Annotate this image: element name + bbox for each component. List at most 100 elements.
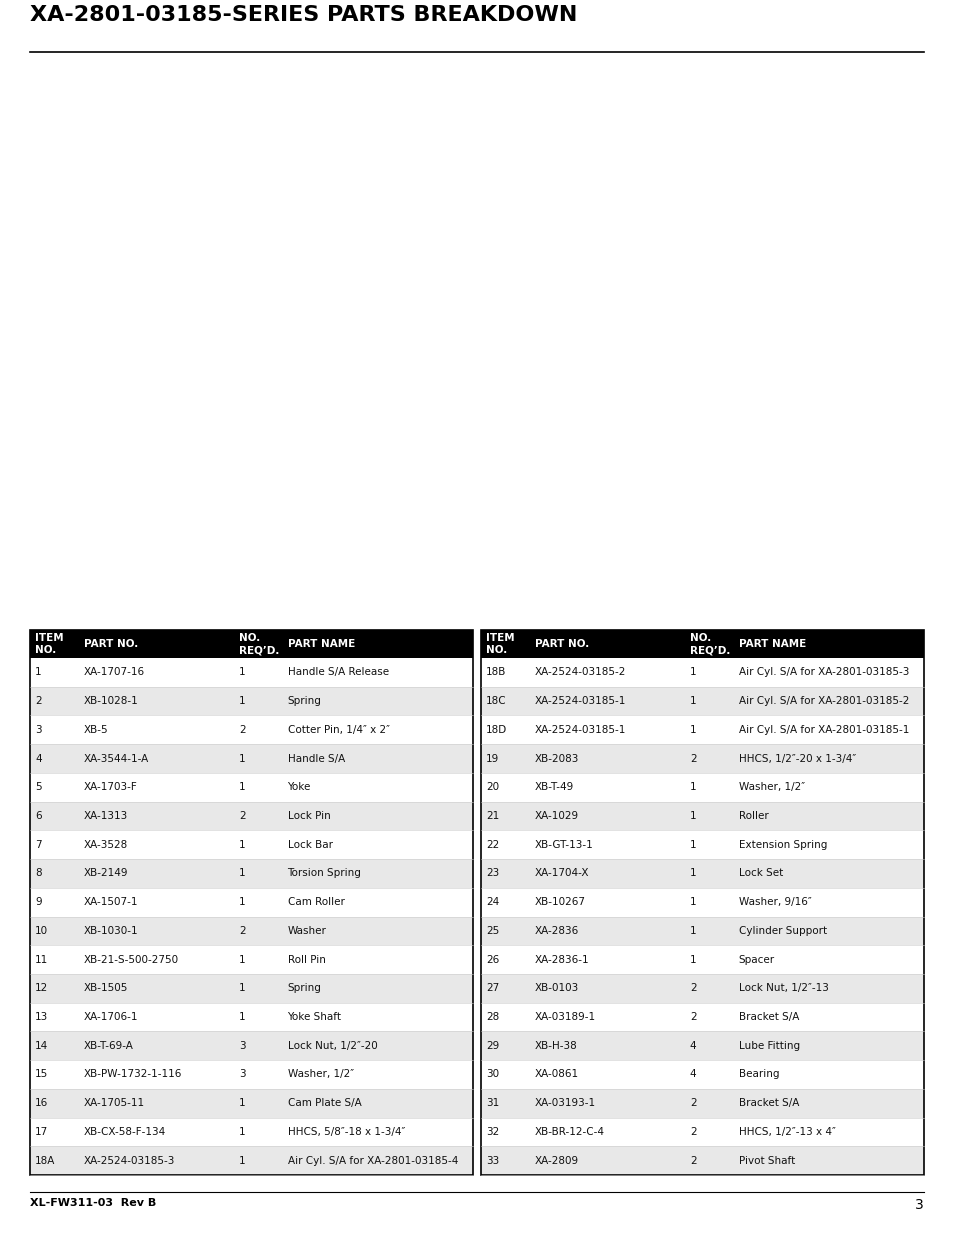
Text: 1: 1: [238, 1098, 245, 1108]
Text: 1: 1: [238, 782, 245, 792]
Bar: [30, 1003, 473, 1031]
Text: XA-1706-1: XA-1706-1: [84, 1011, 138, 1023]
Bar: [480, 1031, 923, 1060]
Text: 12: 12: [35, 983, 49, 993]
Text: NO.: NO.: [35, 645, 56, 655]
Text: XA-2801-03185-SERIES PARTS BREAKDOWN: XA-2801-03185-SERIES PARTS BREAKDOWN: [30, 5, 577, 25]
Text: 2: 2: [689, 1126, 696, 1137]
Text: XB-0103: XB-0103: [535, 983, 578, 993]
Text: 23: 23: [485, 868, 498, 878]
Text: Bracket S/A: Bracket S/A: [738, 1098, 798, 1108]
Bar: [30, 1031, 473, 1060]
Text: Handle S/A Release: Handle S/A Release: [287, 667, 388, 677]
Text: 30: 30: [485, 1070, 498, 1079]
Bar: [480, 916, 923, 945]
Text: 20: 20: [485, 782, 498, 792]
Text: Cylinder Support: Cylinder Support: [738, 926, 825, 936]
Text: Air Cyl. S/A for XA-2801-03185-1: Air Cyl. S/A for XA-2801-03185-1: [738, 725, 908, 735]
Text: 1: 1: [689, 725, 696, 735]
Text: 4: 4: [689, 1070, 696, 1079]
Text: XA-2836: XA-2836: [535, 926, 578, 936]
Bar: [30, 715, 473, 745]
Text: 24: 24: [485, 897, 498, 908]
Text: Spring: Spring: [287, 697, 321, 706]
Text: 18D: 18D: [485, 725, 507, 735]
Text: ITEM: ITEM: [485, 632, 514, 643]
Text: PART NAME: PART NAME: [287, 638, 355, 650]
Text: 25: 25: [485, 926, 498, 936]
Text: Lube Fitting: Lube Fitting: [738, 1041, 799, 1051]
Text: 1: 1: [689, 926, 696, 936]
Text: Air Cyl. S/A for XA-2801-03185-3: Air Cyl. S/A for XA-2801-03185-3: [738, 667, 908, 677]
Text: PART NAME: PART NAME: [738, 638, 805, 650]
Text: Bearing: Bearing: [738, 1070, 779, 1079]
Text: 2: 2: [689, 983, 696, 993]
Text: NO.: NO.: [689, 632, 710, 643]
Text: Handle S/A: Handle S/A: [287, 753, 344, 763]
Text: XB-1505: XB-1505: [84, 983, 128, 993]
Text: Roller: Roller: [738, 811, 767, 821]
Bar: [30, 802, 473, 830]
Text: 1: 1: [238, 1156, 245, 1166]
Bar: [30, 57, 923, 620]
Text: 1: 1: [689, 897, 696, 908]
Text: XA-2836-1: XA-2836-1: [535, 955, 589, 965]
Text: 5: 5: [35, 782, 42, 792]
Text: 1: 1: [689, 955, 696, 965]
Bar: [30, 830, 473, 860]
Text: XA-2524-03185-3: XA-2524-03185-3: [84, 1156, 175, 1166]
Text: PART NO.: PART NO.: [84, 638, 138, 650]
Text: 1: 1: [238, 1126, 245, 1137]
Text: Air Cyl. S/A for XA-2801-03185-2: Air Cyl. S/A for XA-2801-03185-2: [738, 697, 908, 706]
Text: Lock Set: Lock Set: [738, 868, 782, 878]
Text: 10: 10: [35, 926, 48, 936]
Text: 26: 26: [485, 955, 498, 965]
Text: 7: 7: [35, 840, 42, 850]
Text: 16: 16: [35, 1098, 49, 1108]
Text: 17: 17: [35, 1126, 49, 1137]
Text: 28: 28: [485, 1011, 498, 1023]
Bar: [480, 1003, 923, 1031]
Text: XB-T-69-A: XB-T-69-A: [84, 1041, 133, 1051]
Text: Lock Pin: Lock Pin: [287, 811, 330, 821]
Text: XA-1705-11: XA-1705-11: [84, 1098, 145, 1108]
Bar: [30, 773, 473, 802]
Text: 1: 1: [689, 868, 696, 878]
Text: XB-2149: XB-2149: [84, 868, 128, 878]
Text: 1: 1: [238, 667, 245, 677]
Text: 3: 3: [35, 725, 42, 735]
Text: Washer: Washer: [287, 926, 326, 936]
Text: XA-1707-16: XA-1707-16: [84, 667, 145, 677]
Text: XA-2524-03185-1: XA-2524-03185-1: [535, 725, 625, 735]
Text: XB-GT-13-1: XB-GT-13-1: [535, 840, 593, 850]
Text: 1: 1: [35, 667, 42, 677]
Text: XB-1028-1: XB-1028-1: [84, 697, 138, 706]
Text: XA-2524-03185-2: XA-2524-03185-2: [535, 667, 625, 677]
Text: Bracket S/A: Bracket S/A: [738, 1011, 798, 1023]
Text: XA-2809: XA-2809: [535, 1156, 578, 1166]
Text: Lock Bar: Lock Bar: [287, 840, 333, 850]
Bar: [480, 773, 923, 802]
Bar: [480, 1146, 923, 1174]
Bar: [480, 630, 923, 658]
Text: XB-T-49: XB-T-49: [535, 782, 574, 792]
Bar: [30, 630, 473, 1174]
Text: 4: 4: [689, 1041, 696, 1051]
Text: 11: 11: [35, 955, 49, 965]
Bar: [480, 974, 923, 1003]
Text: XA-03189-1: XA-03189-1: [535, 1011, 596, 1023]
Text: 2: 2: [689, 1098, 696, 1108]
Text: XA-1703-F: XA-1703-F: [84, 782, 137, 792]
Bar: [480, 888, 923, 916]
Text: XA-2524-03185-1: XA-2524-03185-1: [535, 697, 625, 706]
Text: 1: 1: [689, 840, 696, 850]
Text: 2: 2: [689, 1156, 696, 1166]
Text: 1: 1: [689, 782, 696, 792]
Text: 2: 2: [35, 697, 42, 706]
Bar: [480, 945, 923, 974]
Text: 18B: 18B: [485, 667, 506, 677]
Bar: [480, 658, 923, 687]
Text: XB-2083: XB-2083: [535, 753, 578, 763]
Text: 2: 2: [689, 753, 696, 763]
Bar: [30, 687, 473, 715]
